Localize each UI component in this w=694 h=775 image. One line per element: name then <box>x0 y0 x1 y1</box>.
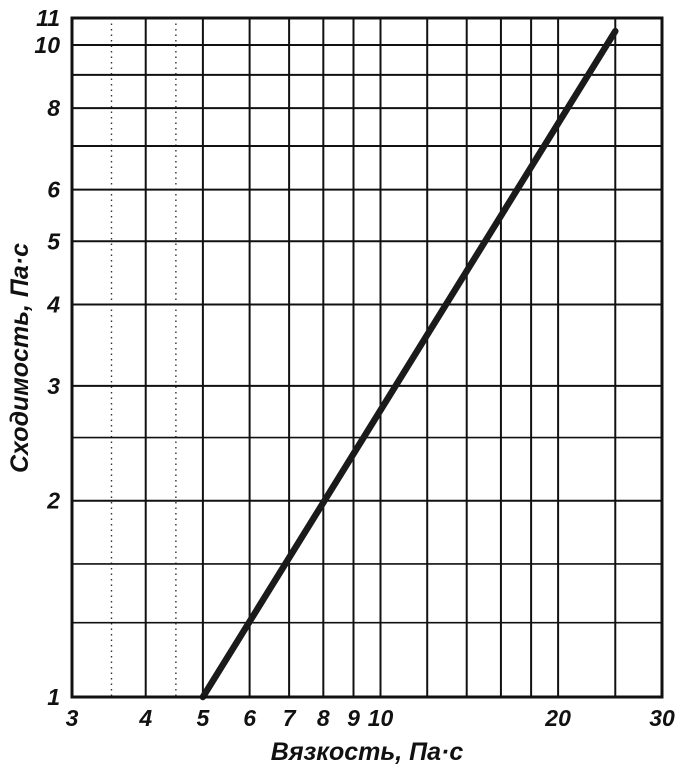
data-series <box>199 27 619 701</box>
x-tick-label: 30 <box>649 705 675 731</box>
y-tick-label: 5 <box>47 228 61 254</box>
major-gridlines <box>71 17 663 698</box>
y-tick-label: 6 <box>47 177 60 203</box>
x-tick-label: 6 <box>243 705 256 731</box>
plot-border <box>70 16 664 699</box>
y-tick-label: 11 <box>36 5 60 31</box>
y-tick-label: 1 <box>47 684 60 710</box>
x-tick-label: 5 <box>196 705 210 731</box>
y-tick-label: 10 <box>34 32 60 58</box>
x-tick-label: 4 <box>138 705 152 731</box>
minor-gridlines <box>110 18 177 697</box>
x-tick-label: 20 <box>544 705 571 731</box>
x-tick-label: 3 <box>66 705 79 731</box>
x-tick-label: 8 <box>317 705 330 731</box>
x-tick-label: 10 <box>368 705 394 731</box>
x-tick-label: 7 <box>283 705 297 731</box>
y-tick-label: 2 <box>46 488 60 514</box>
data-line-convergence-vs-viscosity <box>199 27 619 701</box>
y-tick-label: 8 <box>47 95 60 121</box>
y-tick-label: 4 <box>46 291 60 317</box>
x-axis-title: Вязкость, Па·с <box>271 738 464 766</box>
x-axis-tick-labels: 3 4 5 6 7 8 9 10 20 30 <box>66 705 675 731</box>
x-tick-label: 9 <box>347 705 360 731</box>
y-axis-title: Сходимость, Па·с <box>6 243 34 473</box>
y-tick-label: 3 <box>47 373 60 399</box>
